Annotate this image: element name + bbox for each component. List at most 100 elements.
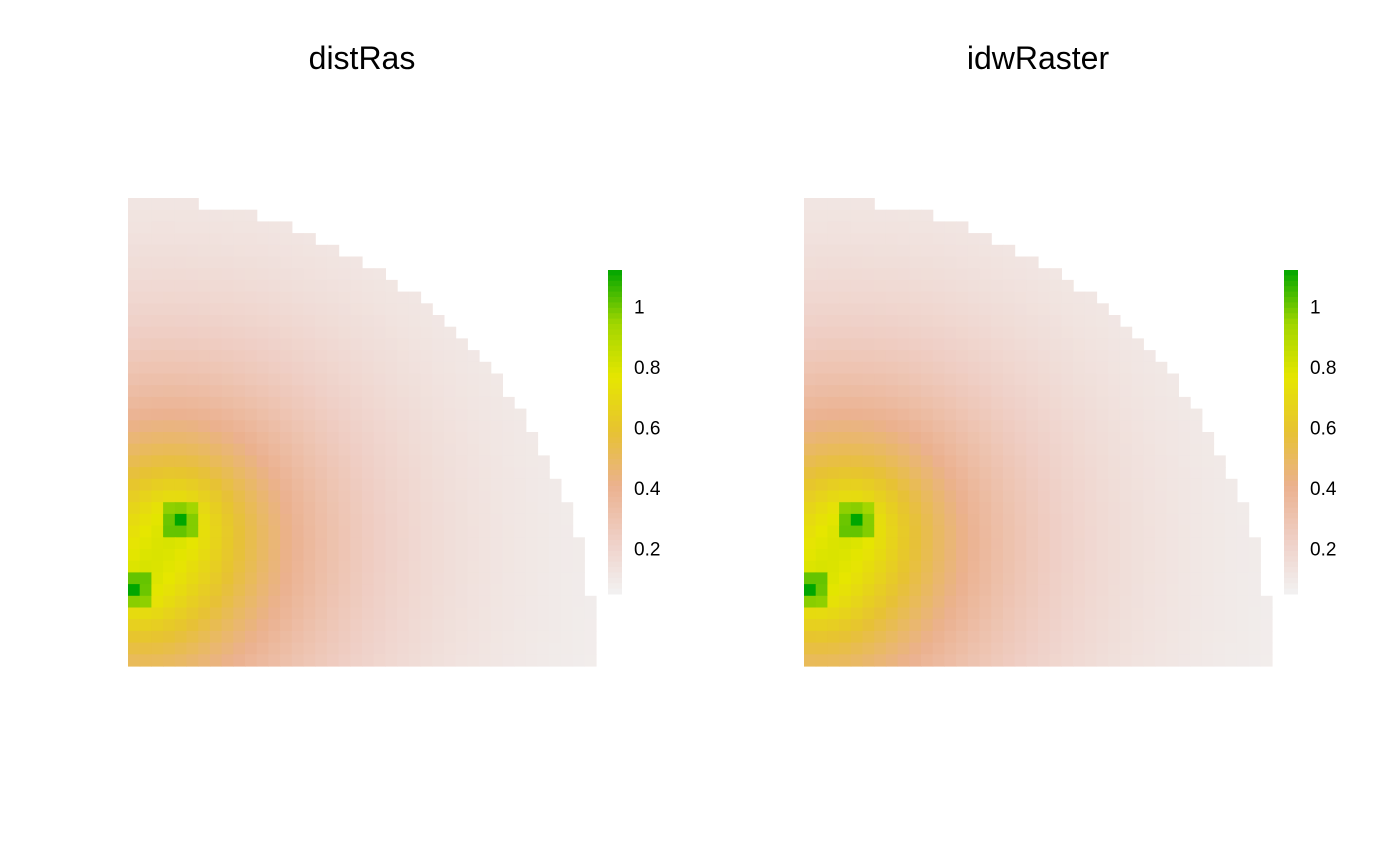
raster-cell bbox=[373, 268, 386, 281]
raster-cell bbox=[291, 490, 305, 503]
raster-cell bbox=[303, 326, 316, 339]
raster-cell bbox=[385, 513, 398, 527]
raster-cell bbox=[198, 525, 211, 538]
raster-cell bbox=[245, 326, 258, 339]
raster-cell bbox=[163, 525, 176, 538]
raster-cell bbox=[233, 268, 246, 281]
raster-cell bbox=[420, 408, 433, 421]
raster-cell bbox=[514, 443, 527, 456]
raster-cell bbox=[502, 490, 515, 503]
raster-cell bbox=[1119, 326, 1133, 339]
raster-cell bbox=[1166, 654, 1179, 667]
raster-cell bbox=[432, 630, 445, 644]
raster-cell bbox=[862, 607, 875, 620]
raster-cell bbox=[1002, 361, 1016, 375]
raster-cell bbox=[1225, 619, 1238, 632]
colorbar-segment bbox=[1284, 453, 1298, 460]
raster-cell bbox=[268, 525, 281, 538]
colorbar-segment bbox=[1284, 442, 1298, 449]
raster-cell bbox=[420, 584, 433, 597]
raster-cell bbox=[1190, 654, 1203, 667]
raster-cell bbox=[932, 279, 945, 293]
raster-cell bbox=[815, 315, 828, 328]
raster-cell bbox=[420, 455, 433, 468]
raster-cell bbox=[839, 525, 852, 538]
raster-cell bbox=[268, 642, 281, 655]
raster-cell bbox=[885, 385, 899, 398]
raster-cell bbox=[163, 361, 176, 375]
raster-cell bbox=[221, 432, 234, 445]
raster-cell bbox=[827, 455, 840, 468]
raster-cell bbox=[350, 350, 363, 363]
raster-cell bbox=[280, 303, 293, 316]
colorbar-segment bbox=[1284, 421, 1298, 428]
raster-cell bbox=[315, 315, 328, 328]
raster-cell bbox=[537, 607, 550, 620]
raster-cell bbox=[572, 595, 585, 609]
raster-cell bbox=[385, 338, 398, 351]
raster-cell bbox=[1178, 560, 1191, 573]
raster-cell bbox=[967, 502, 981, 515]
raster-cell bbox=[186, 256, 199, 269]
colorbar-segment bbox=[608, 567, 622, 573]
colorbar-segment bbox=[1284, 567, 1298, 573]
raster-cell bbox=[804, 443, 817, 456]
raster-cell bbox=[1225, 572, 1238, 585]
raster-cell bbox=[991, 361, 1004, 375]
raster-cell bbox=[256, 432, 269, 445]
raster-cell bbox=[128, 256, 141, 269]
raster-cell bbox=[1061, 432, 1074, 445]
raster-cell bbox=[245, 584, 258, 597]
raster-cell bbox=[956, 303, 969, 316]
raster-cell bbox=[537, 478, 550, 492]
raster-cell bbox=[128, 560, 141, 573]
raster-cell bbox=[514, 595, 527, 609]
colorbar-segment bbox=[608, 513, 622, 519]
raster-cell bbox=[163, 303, 176, 316]
raster-cell bbox=[839, 373, 852, 386]
raster-cell bbox=[804, 373, 817, 386]
raster-cell bbox=[291, 361, 305, 375]
raster-cell bbox=[944, 513, 957, 527]
raster-cell bbox=[1084, 443, 1098, 456]
raster-cell bbox=[408, 537, 422, 550]
raster-cell bbox=[804, 385, 817, 398]
raster-cell bbox=[1119, 513, 1133, 527]
raster-cell bbox=[885, 256, 899, 269]
raster-cell bbox=[1166, 513, 1179, 527]
raster-cell bbox=[537, 654, 550, 667]
raster-cell bbox=[280, 467, 293, 480]
raster-cell bbox=[455, 595, 468, 609]
raster-cell bbox=[303, 268, 316, 281]
raster-cell bbox=[862, 291, 875, 304]
raster-cell bbox=[909, 326, 922, 339]
raster-cell bbox=[233, 619, 246, 632]
raster-cell bbox=[245, 396, 258, 410]
raster-cell bbox=[897, 209, 910, 222]
raster-cell bbox=[956, 560, 969, 573]
raster-cell bbox=[128, 455, 141, 468]
raster-cell bbox=[128, 209, 141, 222]
raster-cell bbox=[479, 478, 492, 492]
raster-cell bbox=[839, 584, 852, 597]
raster-cell bbox=[1213, 467, 1226, 480]
raster-cell bbox=[151, 385, 164, 398]
raster-cell bbox=[221, 619, 234, 632]
raster-cell bbox=[932, 408, 945, 421]
colorbar-segment bbox=[1284, 399, 1298, 406]
raster-cell bbox=[408, 385, 422, 398]
raster-cell bbox=[1038, 373, 1051, 386]
raster-cell bbox=[1108, 361, 1121, 375]
raster-cell bbox=[1260, 619, 1273, 632]
raster-cell bbox=[850, 373, 864, 386]
raster-cell bbox=[1049, 279, 1062, 293]
raster-cell bbox=[1190, 537, 1203, 550]
raster-cell bbox=[1108, 595, 1121, 609]
raster-cell bbox=[944, 455, 957, 468]
raster-cell bbox=[128, 513, 141, 527]
raster-cell bbox=[839, 549, 852, 562]
raster-cell bbox=[1178, 619, 1191, 632]
raster-cell bbox=[897, 279, 910, 293]
raster-cell bbox=[549, 525, 562, 538]
raster-cell bbox=[326, 408, 340, 421]
